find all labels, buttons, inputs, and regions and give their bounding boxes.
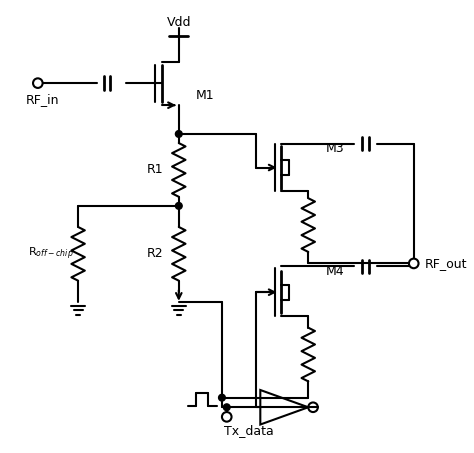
Circle shape [223,404,230,410]
Circle shape [222,412,231,422]
Circle shape [175,202,182,209]
Circle shape [409,259,419,268]
Text: R$_{off-chip}$: R$_{off-chip}$ [27,246,73,262]
Circle shape [33,78,43,88]
Circle shape [175,130,182,137]
Circle shape [219,394,225,401]
Text: RF_out: RF_out [425,257,468,270]
Text: M3: M3 [326,142,344,155]
Text: R1: R1 [147,164,164,176]
Text: Vdd: Vdd [166,16,191,29]
Text: M1: M1 [196,89,215,102]
Text: RF_in: RF_in [26,93,59,106]
Text: R2: R2 [147,247,164,260]
Text: Tx_data: Tx_data [224,424,273,437]
Text: M4: M4 [326,265,344,278]
